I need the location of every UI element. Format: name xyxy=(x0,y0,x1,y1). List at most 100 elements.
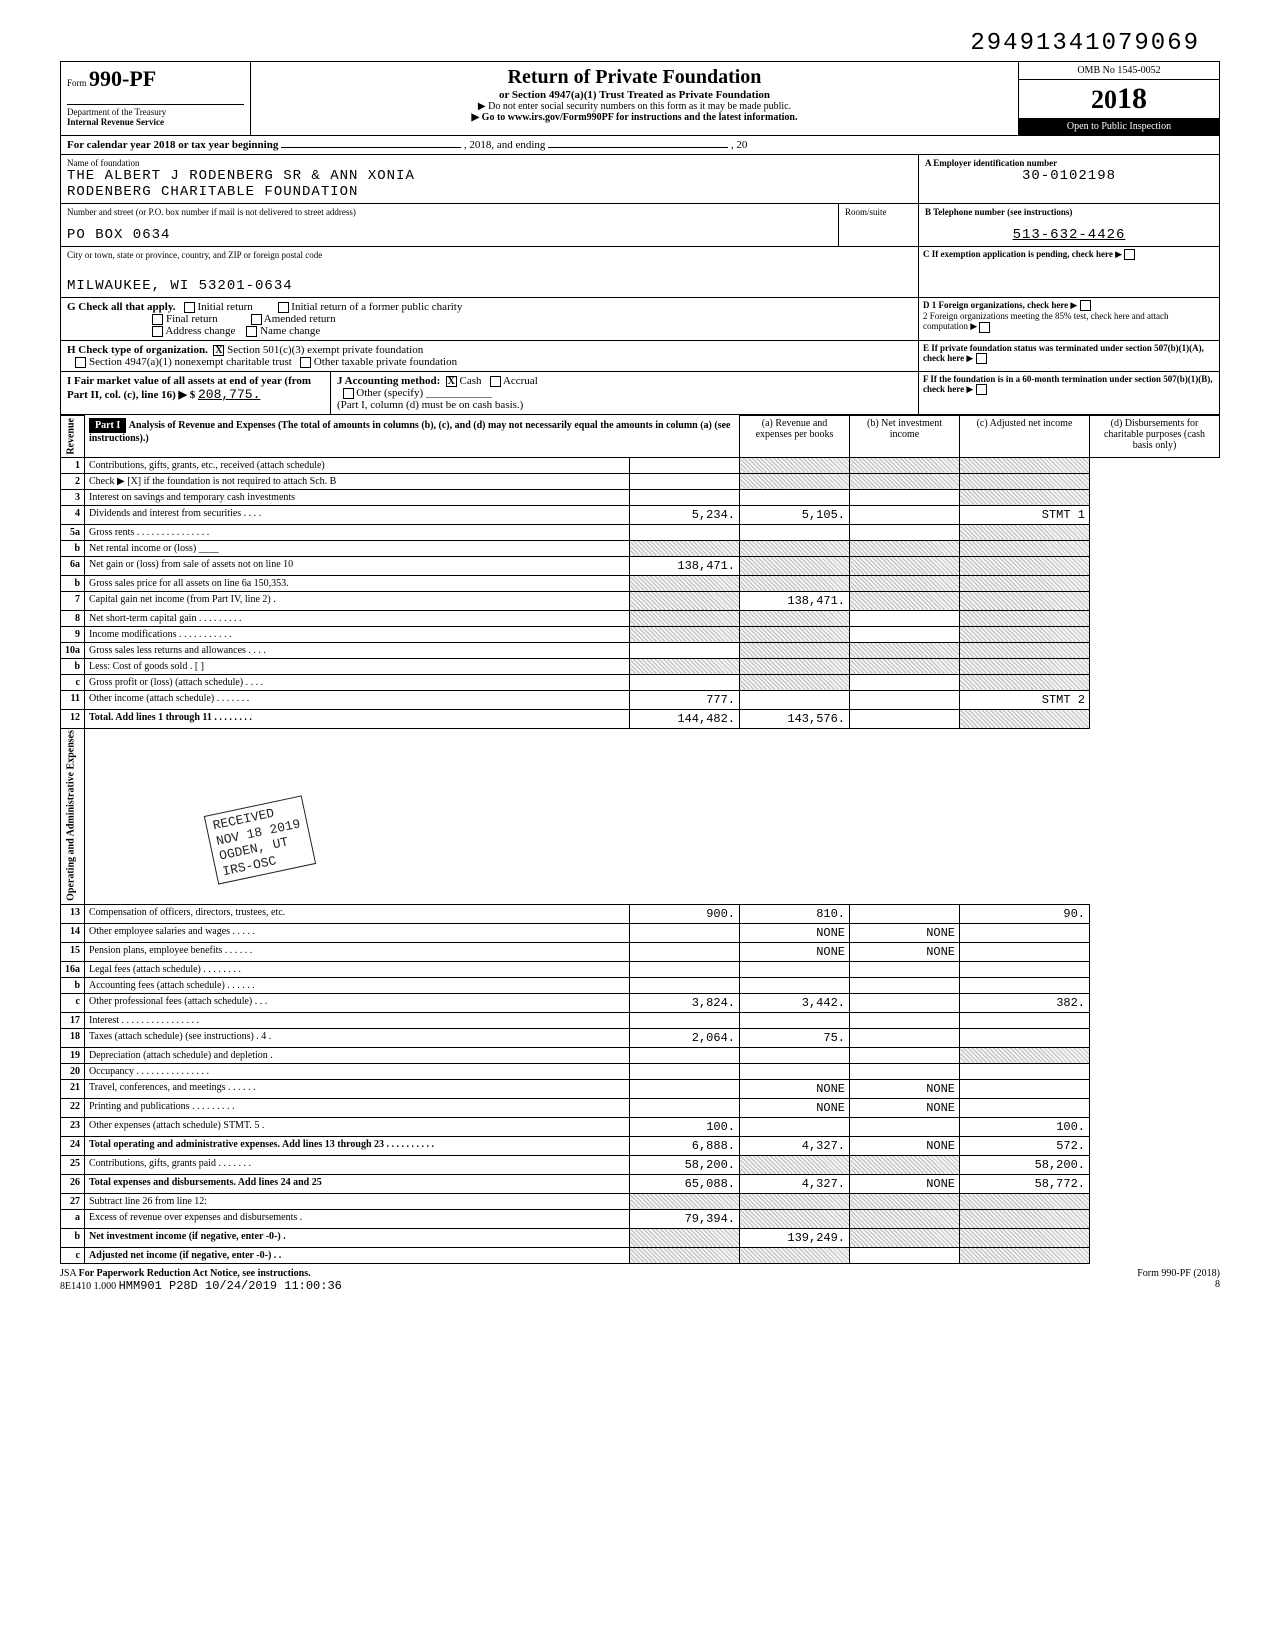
line-number: 20 xyxy=(61,1063,85,1079)
calendar-mid: , 2018, and ending xyxy=(464,139,546,151)
line-desc: Net rental income or (loss) ____ xyxy=(85,540,630,556)
table-row: 1 Contributions, gifts, grants, etc., re… xyxy=(61,457,1220,473)
phone-value: 513-632-4426 xyxy=(925,227,1213,243)
cell-value xyxy=(960,1063,1090,1079)
cell-shaded xyxy=(850,1155,960,1174)
cell-shaded xyxy=(630,658,740,674)
cell-shaded xyxy=(630,1193,740,1209)
cell-value xyxy=(630,942,740,961)
d1-box[interactable] xyxy=(1080,300,1091,311)
f-box[interactable] xyxy=(976,384,987,395)
line-desc: Check ▶ [X] if the foundation is not req… xyxy=(85,473,630,489)
e-box[interactable] xyxy=(976,353,987,364)
cell-value: 58,772. xyxy=(960,1174,1090,1193)
cell-shaded xyxy=(850,457,960,473)
opadmin-section-label: Operating and Administrative Expenses xyxy=(61,728,85,904)
line-number: 11 xyxy=(61,690,85,709)
col-a-head: (a) Revenue and expenses per books xyxy=(740,416,850,458)
cell-value xyxy=(850,993,960,1012)
line-desc: Legal fees (attach schedule) . . . . . .… xyxy=(85,961,630,977)
table-row: 16a Legal fees (attach schedule) . . . .… xyxy=(61,961,1220,977)
cell-value xyxy=(630,977,740,993)
col-b-head: (b) Net investment income xyxy=(850,416,960,458)
g-final-box[interactable] xyxy=(152,314,163,325)
line-number: 7 xyxy=(61,591,85,610)
table-row: 21 Travel, conferences, and meetings . .… xyxy=(61,1079,1220,1098)
line-desc: Total operating and administrative expen… xyxy=(85,1136,630,1155)
line-desc: Net gain or (loss) from sale of assets n… xyxy=(85,556,630,575)
g-amended-box[interactable] xyxy=(251,314,262,325)
form-header: Form 990-PF Department of the Treasury I… xyxy=(60,61,1220,136)
h-4947-box[interactable] xyxy=(75,357,86,368)
d2-box[interactable] xyxy=(979,322,990,333)
line-number: 15 xyxy=(61,942,85,961)
table-row: 8 Net short-term capital gain . . . . . … xyxy=(61,610,1220,626)
g-final: Final return xyxy=(166,313,218,325)
cell-shaded xyxy=(630,591,740,610)
h-other-box[interactable] xyxy=(300,357,311,368)
table-row: b Net rental income or (loss) ____ xyxy=(61,540,1220,556)
g-initial-former-box[interactable] xyxy=(278,302,289,313)
line-desc: Contributions, gifts, grants, etc., rece… xyxy=(85,457,630,473)
table-row: 13 Compensation of officers, directors, … xyxy=(61,904,1220,923)
cell-shaded xyxy=(850,1209,960,1228)
cell-value: 5,105. xyxy=(740,505,850,524)
cell-shaded xyxy=(630,610,740,626)
table-row: 4 Dividends and interest from securities… xyxy=(61,505,1220,524)
name-label: Name of foundation xyxy=(67,158,912,168)
table-row: c Gross profit or (loss) (attach schedul… xyxy=(61,674,1220,690)
form-number: 990-PF xyxy=(89,66,156,91)
g-initial-box[interactable] xyxy=(184,302,195,313)
cell-value: 572. xyxy=(960,1136,1090,1155)
table-row: c Other professional fees (attach schedu… xyxy=(61,993,1220,1012)
cell-value xyxy=(850,904,960,923)
cell-shaded xyxy=(960,626,1090,642)
cell-value xyxy=(630,1063,740,1079)
table-row: 12 Total. Add lines 1 through 11 . . . .… xyxy=(61,709,1220,728)
cell-shaded xyxy=(960,1247,1090,1263)
cell-value xyxy=(740,1012,850,1028)
cell-shaded xyxy=(850,1193,960,1209)
g-addr-box[interactable] xyxy=(152,326,163,337)
table-row: 23 Other expenses (attach schedule) STMT… xyxy=(61,1117,1220,1136)
j-cash: Cash xyxy=(460,375,482,387)
cell-value: 65,088. xyxy=(630,1174,740,1193)
j-accrual-box[interactable] xyxy=(490,376,501,387)
cell-value: 143,576. xyxy=(740,709,850,728)
table-row: 25 Contributions, gifts, grants paid . .… xyxy=(61,1155,1220,1174)
omb-number: OMB No 1545-0052 xyxy=(1019,62,1219,80)
cell-value: 58,200. xyxy=(630,1155,740,1174)
cell-value xyxy=(740,1063,850,1079)
cell-value xyxy=(740,690,850,709)
phone-label: B Telephone number (see instructions) xyxy=(925,207,1213,217)
line-desc: Interest . . . . . . . . . . . . . . . . xyxy=(85,1012,630,1028)
g-label: G Check all that apply. xyxy=(67,301,176,313)
line-desc: Other employee salaries and wages . . . … xyxy=(85,923,630,942)
cell-value xyxy=(850,1028,960,1047)
table-row: 19 Depreciation (attach schedule) and de… xyxy=(61,1047,1220,1063)
j-cash-box[interactable]: X xyxy=(446,376,457,387)
line-desc: Taxes (attach schedule) (see instruction… xyxy=(85,1028,630,1047)
c-checkbox[interactable] xyxy=(1124,249,1135,260)
i-value: 208,775. xyxy=(198,387,260,402)
line-desc: Printing and publications . . . . . . . … xyxy=(85,1098,630,1117)
cell-value: 382. xyxy=(960,993,1090,1012)
cell-shaded xyxy=(960,658,1090,674)
line-number: 8 xyxy=(61,610,85,626)
calendar-end: , 20 xyxy=(731,139,748,151)
g-name-box[interactable] xyxy=(246,326,257,337)
line-number: 12 xyxy=(61,709,85,728)
line-desc: Total expenses and disbursements. Add li… xyxy=(85,1174,630,1193)
h-501-box[interactable]: X xyxy=(213,345,224,356)
cell-value xyxy=(960,923,1090,942)
cell-value xyxy=(850,524,960,540)
cell-value: 90. xyxy=(960,904,1090,923)
cell-shaded xyxy=(960,473,1090,489)
footer-code: 8E1410 1.000 xyxy=(60,1281,116,1292)
cell-shaded xyxy=(740,658,850,674)
j-other-box[interactable] xyxy=(343,388,354,399)
cell-value xyxy=(960,942,1090,961)
cell-value: 144,482. xyxy=(630,709,740,728)
line-desc: Net investment income (if negative, ente… xyxy=(85,1228,630,1247)
cell-value: NONE xyxy=(850,1174,960,1193)
